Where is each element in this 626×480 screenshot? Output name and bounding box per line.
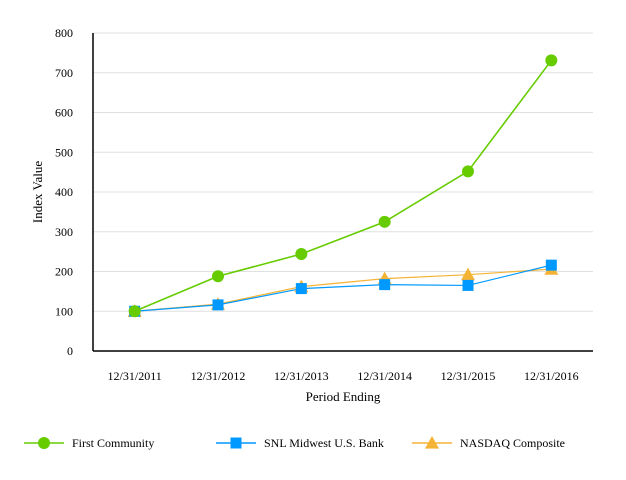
x-axis-title: Period Ending <box>306 389 381 404</box>
x-tick-label: 12/31/2014 <box>357 369 412 383</box>
x-tick-label: 12/31/2012 <box>191 369 246 383</box>
y-tick-label: 800 <box>55 26 73 40</box>
series-line-first-community <box>134 59 552 312</box>
data-point-first-community <box>295 248 308 261</box>
y-axis-title: Index Value <box>30 161 45 223</box>
legend-label-snl-midwest-u-s-bank: SNL Midwest U.S. Bank <box>264 436 384 450</box>
legend: First Community SNL Midwest U.S. Bank NASD… <box>24 436 565 450</box>
data-point-snl-midwest-u-s-bank <box>379 279 391 291</box>
series-line-nasdaq-composite <box>134 268 552 312</box>
legend-marker-first-community <box>38 437 50 449</box>
data-point-first-community <box>545 54 558 67</box>
y-tick-label: 300 <box>55 225 73 239</box>
y-tick-label: 0 <box>67 344 73 358</box>
series-line-snl-midwest-u-s-bank <box>134 264 552 312</box>
y-tick-label: 600 <box>55 106 73 120</box>
series-lines <box>134 59 552 312</box>
gridlines <box>93 32 593 312</box>
legend-label-nasdaq-composite: NASDAQ Composite <box>460 436 565 450</box>
legend-marker-snl-midwest-u-s-bank <box>230 437 242 449</box>
data-point-first-community <box>128 305 141 318</box>
data-point-first-community <box>462 165 474 178</box>
data-point-first-community <box>212 270 224 283</box>
x-tick-label: 12/31/2015 <box>441 369 496 383</box>
x-tick-labels: 12/31/2011 12/31/2012 12/31/2013 12/31/2014… <box>108 369 579 383</box>
legend-label-first-community: First Community <box>72 436 154 450</box>
x-tick-label: 12/31/2013 <box>274 369 329 383</box>
data-point-snl-midwest-u-s-bank <box>462 279 474 291</box>
x-tick-label: 12/31/2011 <box>108 369 162 383</box>
data-point-snl-midwest-u-s-bank <box>295 283 307 295</box>
y-tick-label: 100 <box>55 304 73 318</box>
y-tick-labels: 0 100 200 300 400 500 600 700 800 <box>55 26 73 358</box>
y-tick-label: 500 <box>55 145 73 159</box>
data-point-first-community <box>378 215 391 228</box>
series-markers <box>127 54 559 318</box>
data-point-snl-midwest-u-s-bank <box>212 299 224 311</box>
data-point-snl-midwest-u-s-bank <box>545 259 557 271</box>
y-tick-label: 700 <box>55 66 73 80</box>
y-tick-label: 400 <box>55 185 73 199</box>
y-tick-label: 200 <box>55 265 73 279</box>
data-point-nasdaq-composite <box>461 267 475 281</box>
legend-marker-nasdaq-composite <box>425 436 439 449</box>
x-tick-label: 12/31/2016 <box>524 369 579 383</box>
